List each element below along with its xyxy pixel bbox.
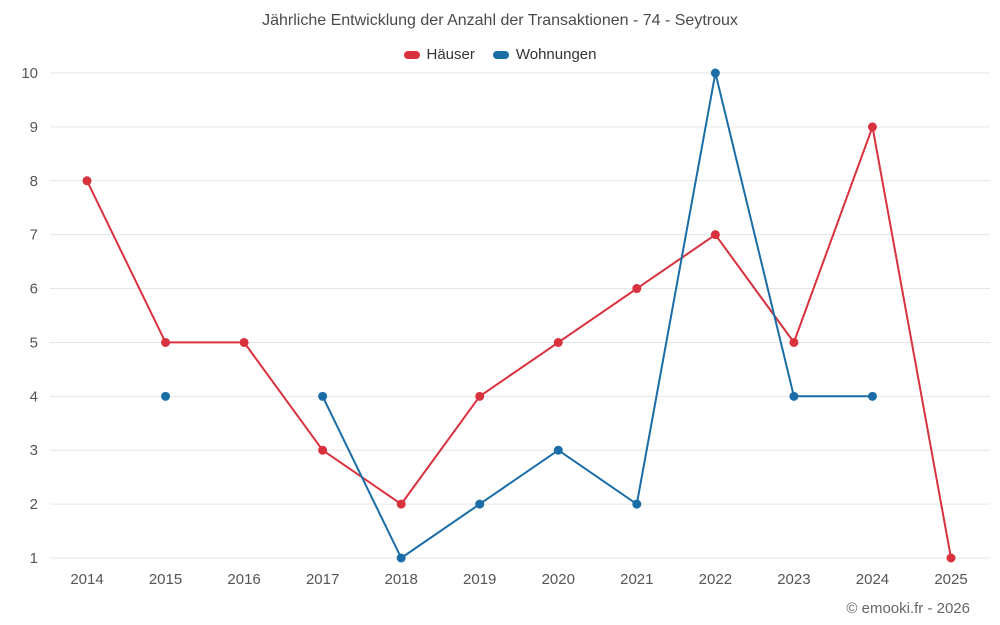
series-h-user [82, 122, 956, 563]
legend-label: Wohnungen [515, 46, 597, 63]
x-tick-label: 2014 [70, 571, 103, 588]
data-point [789, 337, 799, 347]
data-point [318, 391, 328, 401]
x-tick-label: 2016 [227, 571, 260, 588]
y-tick-label: 2 [30, 496, 38, 513]
legend-label: Häuser [426, 46, 475, 63]
copyright: © emooki.fr - 2026 [846, 600, 970, 617]
x-tick-label: 2024 [856, 571, 889, 588]
x-tick-label: 2019 [463, 571, 496, 588]
y-axis-labels: 1 2 3 4 5 6 7 8 9 10 [21, 65, 38, 567]
series-wohnungen [161, 68, 877, 563]
y-tick-label: 9 [30, 119, 38, 136]
data-point [789, 391, 799, 401]
x-tick-label: 2015 [149, 571, 182, 588]
data-point [82, 176, 92, 186]
data-point [710, 230, 720, 240]
legend-marker [403, 50, 420, 59]
chart-title: Jährliche Entwicklung der Anzahl der Tra… [262, 12, 738, 29]
data-point [475, 499, 485, 509]
data-point [867, 122, 877, 132]
legend-marker [492, 50, 509, 59]
x-tick-label: 2018 [384, 571, 417, 588]
x-tick-label: 2023 [777, 571, 810, 588]
y-tick-label: 3 [30, 442, 38, 459]
y-tick-label: 6 [30, 281, 38, 298]
y-tick-label: 1 [30, 550, 38, 567]
data-point [710, 68, 720, 78]
legend: Häuser Wohnungen [0, 46, 1000, 63]
data-point [161, 391, 171, 401]
data-point [632, 499, 642, 509]
y-tick-label: 4 [30, 388, 38, 405]
x-tick-label: 2017 [306, 571, 339, 588]
data-point [632, 284, 642, 294]
data-point [867, 391, 877, 401]
data-point [946, 553, 956, 563]
y-tick-label: 7 [30, 227, 38, 244]
x-tick-label: 2022 [699, 571, 732, 588]
data-point [396, 499, 406, 509]
data-point [161, 337, 171, 347]
data-point [475, 391, 485, 401]
y-tick-label: 8 [30, 173, 38, 190]
data-point [396, 553, 406, 563]
data-point [553, 337, 563, 347]
data-point [553, 445, 563, 455]
x-tick-label: 2021 [620, 571, 653, 588]
x-tick-label: 2025 [934, 571, 967, 588]
legend-item-h-user[interactable]: Häuser [403, 46, 475, 63]
gridlines [50, 72, 990, 559]
legend-item-wohnungen[interactable]: Wohnungen [492, 46, 597, 63]
data-point [318, 445, 328, 455]
y-tick-label: 10 [21, 65, 38, 82]
y-tick-label: 5 [30, 334, 38, 351]
data-point [239, 337, 249, 347]
x-tick-label: 2020 [542, 571, 575, 588]
x-axis-labels: 2014 2015 2016 2017 2018 2019 2020 2021 2022 2023… [70, 571, 967, 588]
